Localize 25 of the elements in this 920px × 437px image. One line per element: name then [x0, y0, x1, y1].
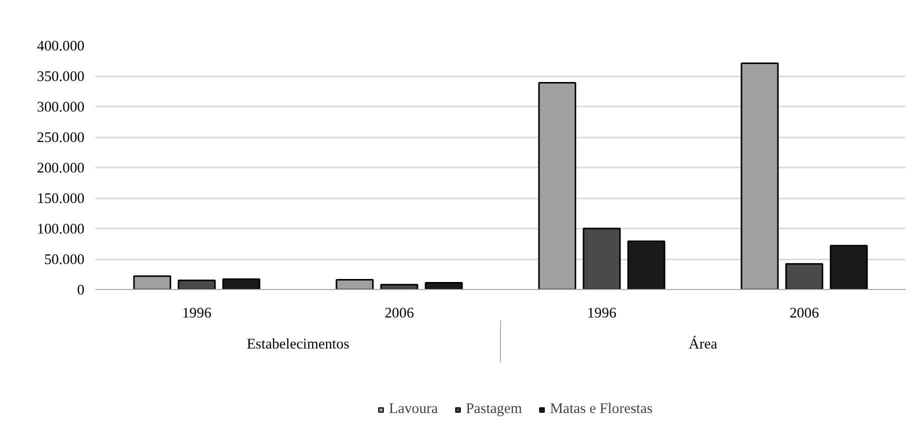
y-tick-label: 100.000 [36, 222, 85, 238]
x-tick-label: 2006 [384, 306, 414, 322]
legend-label: Pastagem [466, 401, 522, 418]
y-tick-label: 150.000 [36, 191, 85, 207]
y-tick-label: 200.000 [36, 160, 85, 176]
text: Área [688, 336, 718, 353]
bar [424, 282, 463, 290]
y-tick-label: 400.000 [36, 38, 85, 54]
bar [627, 240, 666, 290]
legend-label: Lavoura [389, 401, 438, 418]
bar [222, 278, 260, 290]
x-tick-label: 1996 [587, 306, 616, 322]
bar [178, 280, 216, 290]
y-tick-label: 0 [77, 282, 84, 298]
x-tick-label: 2006 [790, 306, 819, 322]
bar [830, 244, 868, 290]
text: Estabelecimentos [246, 336, 350, 353]
bar [582, 228, 621, 290]
bar [785, 263, 824, 290]
x-tick-label: 1996 [182, 306, 212, 322]
y-tick-label: 250.000 [36, 130, 85, 146]
y-tick-label: 50.000 [44, 252, 85, 268]
y-tick-label: 350.000 [36, 69, 85, 85]
legend-label: Matas e Florestas [550, 401, 653, 418]
y-tick-label: 300.000 [36, 100, 85, 116]
